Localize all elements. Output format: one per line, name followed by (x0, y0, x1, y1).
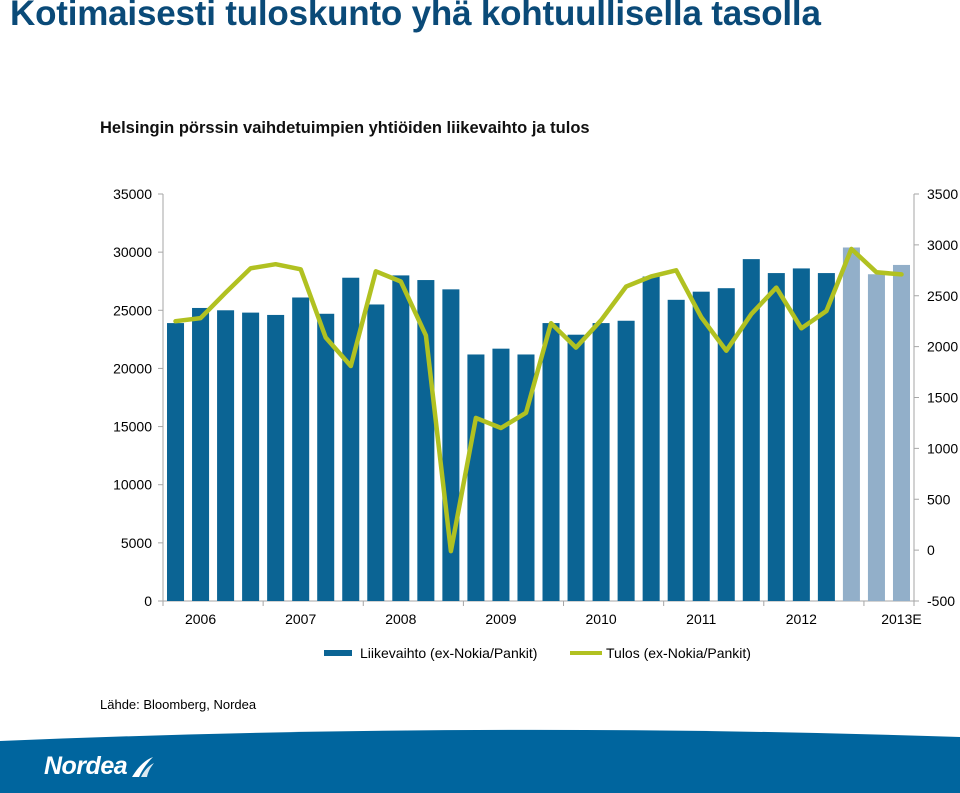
left-tick-label: 10000 (113, 477, 152, 493)
bar (692, 291, 710, 601)
bar (717, 288, 735, 601)
bar (642, 276, 660, 601)
left-tick-label: 30000 (113, 244, 152, 260)
x-tick-label: 2010 (586, 611, 617, 627)
bar (242, 312, 260, 601)
x-tick-label: 2008 (385, 611, 416, 627)
bar (417, 280, 435, 601)
tick-labels: 0 5000 10000 15000 20000 25000 30000 35000 -500 0… (113, 186, 958, 627)
page-title: Kotimaisesti tuloskunto yhä kohtuullisel… (10, 0, 821, 33)
bar (667, 299, 685, 601)
legend-label-tulos: Tulos (ex-Nokia/Pankit) (606, 645, 751, 661)
left-tick-label: 5000 (121, 535, 152, 551)
chart-subtitle: Helsingin pörssin vaihdetuimpien yhtiöid… (100, 119, 590, 137)
bar (742, 259, 760, 601)
nordea-logo: Nordea (44, 752, 155, 781)
bar-series (167, 247, 910, 601)
bar (617, 320, 635, 601)
x-tick-label: 2011 (686, 611, 716, 627)
line-series (173, 246, 904, 554)
bar (792, 268, 810, 601)
right-tick-label: 1500 (927, 390, 958, 406)
x-tick-label: 2007 (285, 611, 316, 627)
bar (267, 314, 285, 601)
bar (317, 313, 335, 601)
right-tick-label: 3500 (927, 186, 958, 202)
right-tick-label: 500 (927, 491, 951, 507)
bar (342, 277, 360, 601)
combo-chart: 0 5000 10000 15000 20000 25000 30000 35000 -500 0… (113, 186, 958, 627)
legend-item-liikevaihto: Liikevaihto (ex-Nokia/Pankit) (324, 645, 537, 661)
legend-item-tulos: Tulos (ex-Nokia/Pankit) (570, 645, 751, 661)
bar-estimate (842, 247, 860, 601)
x-tick-label: 2012 (786, 611, 817, 627)
logo-text: Nordea (44, 752, 128, 780)
left-tick-label: 20000 (113, 360, 152, 376)
x-tick-label: 2006 (185, 611, 216, 627)
legend-label-liikevaihto: Liikevaihto (ex-Nokia/Pankit) (360, 645, 538, 661)
bar (467, 354, 485, 601)
legend-swatch-line (570, 651, 602, 655)
bar (167, 323, 185, 601)
source-note: Lähde: Bloomberg, Nordea (100, 697, 257, 712)
right-tick-label: -500 (927, 593, 955, 609)
bar (542, 323, 560, 601)
bar (767, 273, 785, 601)
left-tick-label: 15000 (113, 419, 152, 435)
x-tick-label: 2013E (881, 611, 921, 627)
legend-swatch-bar (324, 650, 352, 656)
bar (392, 275, 410, 601)
footer-wave (0, 729, 960, 793)
footer-band (0, 729, 960, 793)
chart-axes (158, 193, 919, 606)
left-tick-label: 0 (144, 593, 152, 609)
right-tick-label: 2500 (927, 288, 958, 304)
bar (817, 273, 835, 601)
bar (592, 323, 610, 601)
bar (492, 348, 510, 601)
right-tick-label: 1000 (927, 440, 958, 456)
bar (367, 304, 385, 601)
bar (217, 310, 235, 601)
bar (192, 307, 210, 601)
bar-estimate (867, 274, 885, 601)
bar (567, 334, 585, 601)
right-tick-label: 3000 (927, 237, 958, 253)
bar-estimate (892, 264, 910, 601)
line-tulos (173, 246, 904, 554)
bar (292, 297, 310, 601)
right-tick-label: 0 (927, 542, 935, 558)
bar (442, 289, 460, 601)
x-tick-label: 2009 (485, 611, 516, 627)
right-tick-label: 2000 (927, 339, 958, 355)
left-tick-label: 25000 (113, 302, 152, 318)
left-tick-label: 35000 (113, 186, 152, 202)
sail-icon (132, 756, 155, 777)
